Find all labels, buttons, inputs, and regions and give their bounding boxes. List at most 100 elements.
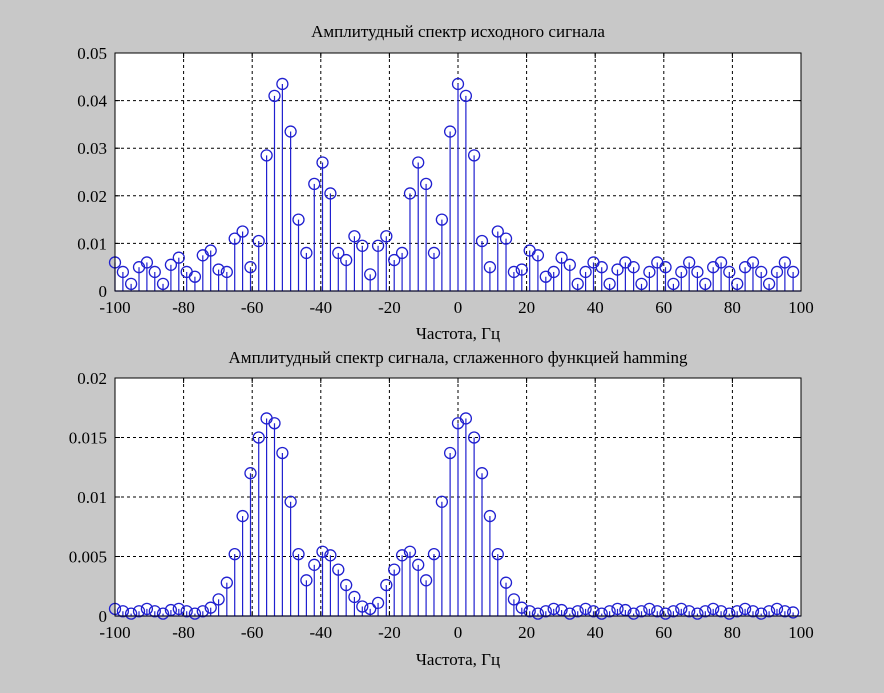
chart0-stem-marker xyxy=(419,177,433,191)
chart1-stem-marker xyxy=(324,549,337,562)
chart0-stem-marker xyxy=(348,230,361,243)
chart0-stem-marker xyxy=(403,187,417,200)
chart1-stem-marker xyxy=(770,602,784,616)
chart1-stem-marker xyxy=(778,605,792,618)
chart1-stem-marker xyxy=(499,576,513,589)
chart0-stem-marker xyxy=(164,258,178,271)
chart0-stem-marker xyxy=(699,277,712,291)
chart0-stem-marker xyxy=(571,277,584,291)
chart1-stem-marker xyxy=(419,574,433,587)
chart0-stem-marker xyxy=(364,268,377,281)
chart1-stem-marker xyxy=(635,605,648,618)
chart0-stem-marker xyxy=(260,149,273,162)
chart1-stem-marker xyxy=(523,605,536,618)
chart1-stem-marker xyxy=(124,607,138,620)
chart1-stem-marker xyxy=(603,605,616,618)
chart0-y-tick-label: 0.05 xyxy=(77,44,107,63)
chart0-stem-marker xyxy=(268,89,281,102)
chart0-stem-marker xyxy=(786,265,800,279)
chart1-stem-marker xyxy=(786,606,800,619)
chart0-stem-marker xyxy=(467,149,481,162)
chart0-stem-marker xyxy=(683,256,696,269)
chart1-stem-marker xyxy=(300,574,313,587)
chart0-stem-marker xyxy=(603,277,616,291)
chart0-x-tick-label: 80 xyxy=(724,298,741,317)
chart1-stem-marker xyxy=(507,593,521,606)
chart0-stem-marker xyxy=(475,234,489,248)
chart0-y-tick-label: 0.04 xyxy=(77,92,107,111)
chart0-x-axis-label: Частота, Гц xyxy=(416,324,500,343)
chart1-stem-marker xyxy=(643,602,656,616)
chart0-y-tick-label: 0.02 xyxy=(77,187,107,206)
chart1-title: Амплитудный спектр сигнала, сглаженного … xyxy=(229,348,688,367)
chart0-stem-marker xyxy=(395,246,409,260)
chart1-stem-marker xyxy=(220,576,233,589)
chart1-stem-marker xyxy=(459,412,473,425)
chart0-stem-marker xyxy=(156,277,170,291)
chart0-stem-marker xyxy=(555,251,568,264)
chart1-stem-marker xyxy=(395,549,409,562)
chart1-stem-marker xyxy=(491,547,504,561)
chart0-stem-marker xyxy=(356,239,369,252)
chart1-x-tick-label: 20 xyxy=(518,623,535,642)
chart0-stem-marker xyxy=(755,265,768,279)
chart0-stem-marker xyxy=(547,265,560,279)
chart0-stem-marker xyxy=(308,177,321,191)
chart1-stem-marker xyxy=(427,547,441,561)
chart1-stem-marker xyxy=(380,578,393,592)
chart1-stem-marker xyxy=(746,605,760,618)
chart0-title: Амплитудный спектр исходного сигнала xyxy=(311,22,605,41)
chart0-stem-marker xyxy=(412,156,425,169)
chart1-stem-marker xyxy=(348,590,361,604)
chart1-stem-marker xyxy=(738,602,752,616)
chart1-x-tick-label: 80 xyxy=(724,623,741,642)
chart1-x-axis-label: Частота, Гц xyxy=(416,650,500,669)
chart1-x-tick-label: 60 xyxy=(655,623,672,642)
chart1-stem-marker xyxy=(252,431,265,444)
chart0-stem-marker xyxy=(635,277,648,291)
chart0-stem-marker xyxy=(148,265,161,279)
chart1-stem-marker xyxy=(467,431,481,444)
chart0-stem-marker xyxy=(451,77,465,91)
chart0-stem-marker xyxy=(276,77,289,91)
chart0-stem-marker xyxy=(507,265,521,279)
chart0-x-tick-label: 40 xyxy=(587,298,604,317)
chart0-stem-marker xyxy=(371,239,385,252)
chart0-stem-marker xyxy=(188,270,202,283)
chart0-stem-marker xyxy=(212,263,225,276)
chart0-stem-marker xyxy=(340,253,353,267)
chart1-stem-marker xyxy=(659,607,672,620)
chart1-stem-marker xyxy=(172,602,185,616)
chart1-stem-marker xyxy=(531,607,545,620)
chart0-stem-marker xyxy=(316,156,329,169)
chart1-stem-marker xyxy=(483,509,497,523)
chart1-stem-marker xyxy=(627,607,640,620)
chart1-stem-marker xyxy=(180,605,193,618)
chart0-x-tick-label: -100 xyxy=(99,298,130,317)
chart0-x-tick-label: -20 xyxy=(378,298,401,317)
chart0-stem-marker xyxy=(778,256,792,269)
chart0-plot-border xyxy=(114,52,802,292)
chart1-plot-border xyxy=(114,377,802,617)
chart1-stem-marker xyxy=(268,417,281,430)
chart0-x-tick-label: 0 xyxy=(454,298,463,317)
chart0-stem-marker xyxy=(443,125,457,138)
chart1-stem-marker xyxy=(116,605,130,618)
chart0-stem-marker xyxy=(499,232,513,245)
chart0-x-tick-label: 20 xyxy=(518,298,535,317)
chart1-stem-marker xyxy=(412,558,425,571)
chart0-stem-marker xyxy=(579,265,592,279)
chart1-y-tick-label: 0 xyxy=(99,607,108,626)
chart0-stem-marker xyxy=(292,213,305,226)
chart1-stem-marker xyxy=(755,607,768,620)
chart1-stem-marker xyxy=(539,605,552,618)
chart1-stem-marker xyxy=(435,495,449,508)
chart0-stem-marker xyxy=(667,277,680,291)
chart1-stem-marker xyxy=(244,467,257,480)
chart1-x-tick-label: -60 xyxy=(241,623,264,642)
chart1-stem-marker xyxy=(284,495,297,508)
chart0-stem-marker xyxy=(627,261,640,274)
chart-original-spectrum: -100 -80 -60 -40 -20 0 20 40 60 80 100 0 0.01 0.02 0.0… xyxy=(77,22,814,343)
chart0-stem-marker xyxy=(563,258,576,271)
